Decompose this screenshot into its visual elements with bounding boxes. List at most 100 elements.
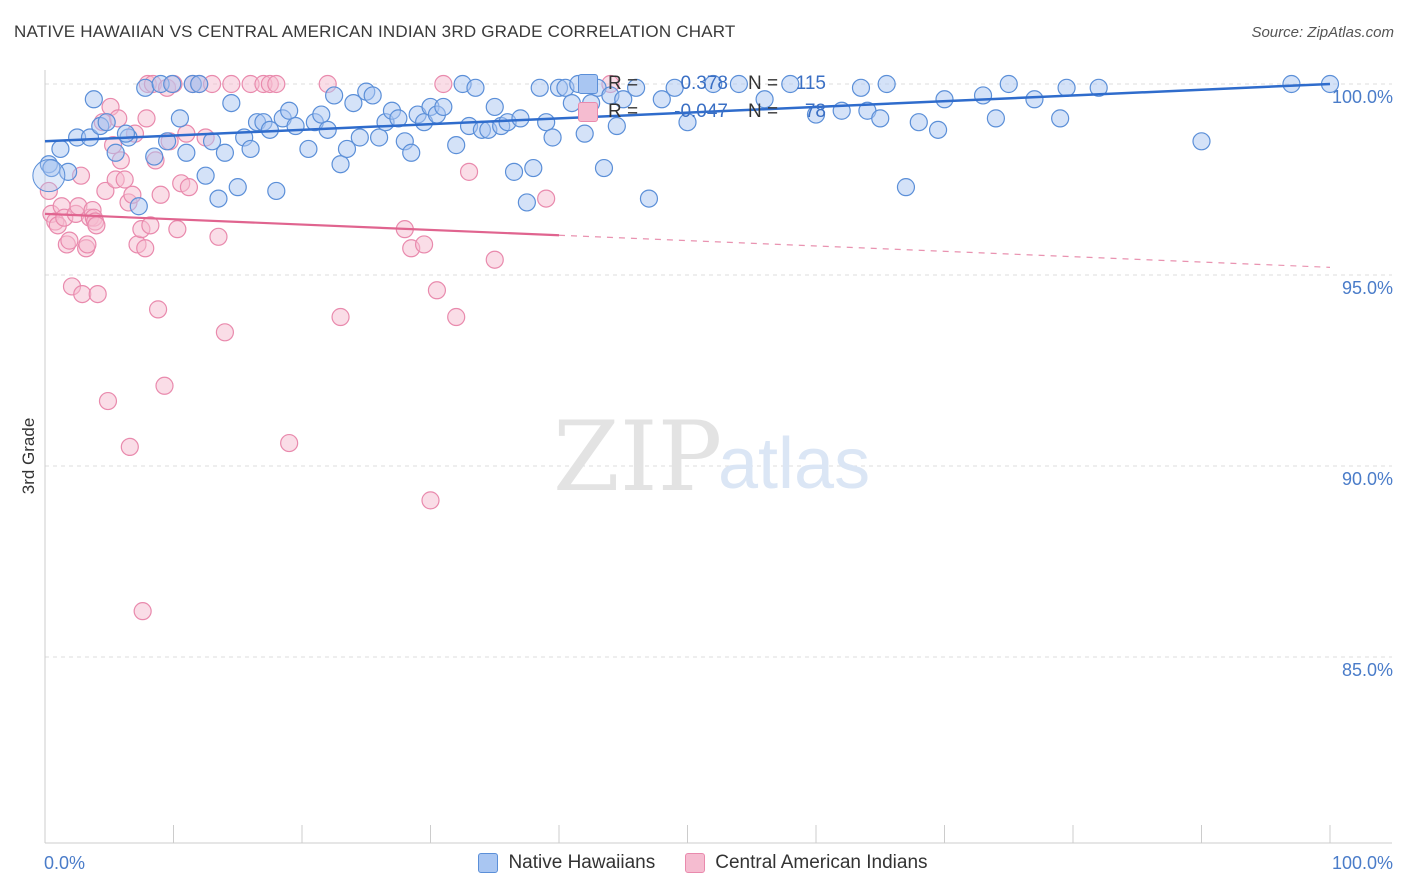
- point-central-american-indians: [73, 285, 92, 304]
- point-native-hawaiians: [537, 113, 556, 132]
- point-native-hawaiians: [286, 116, 305, 136]
- point-native-hawaiians: [1025, 90, 1044, 109]
- point-native-hawaiians-large: [32, 159, 66, 193]
- point-native-hawaiians: [1192, 132, 1211, 151]
- point-central-american-indians: [151, 185, 170, 204]
- point-central-american-indians: [98, 391, 118, 411]
- point-central-american-indians: [222, 74, 241, 94]
- trend-line-central-american-indians: [44, 212, 560, 237]
- point-native-hawaiians: [370, 128, 389, 147]
- axes: [44, 70, 1392, 844]
- point-central-american-indians: [459, 162, 479, 181]
- point-native-hawaiians: [434, 97, 453, 117]
- point-central-american-indians: [331, 307, 350, 327]
- point-native-hawaiians: [530, 78, 549, 97]
- point-central-american-indians: [485, 250, 504, 269]
- point-central-american-indians: [179, 178, 199, 197]
- legend-label-native-hawaiians: Native Hawaiians: [508, 852, 656, 873]
- point-central-american-indians: [537, 189, 556, 208]
- point-central-american-indians: [447, 307, 466, 327]
- stats-n-label-blue: N =: [748, 73, 779, 94]
- point-native-hawaiians: [485, 97, 504, 117]
- point-native-hawaiians: [575, 124, 594, 143]
- stats-swatch-pink: [578, 102, 598, 122]
- point-native-hawaiians: [729, 74, 749, 94]
- point-central-american-indians: [414, 235, 434, 254]
- point-native-hawaiians: [228, 178, 247, 197]
- point-native-hawaiians: [999, 74, 1018, 94]
- point-native-hawaiians: [511, 109, 530, 128]
- point-native-hawaiians: [871, 109, 890, 128]
- x-tick-label: 100.0%: [1332, 853, 1393, 873]
- point-native-hawaiians: [129, 197, 148, 216]
- point-central-american-indians: [120, 437, 139, 456]
- stats-r-label-pink: R =: [608, 101, 639, 122]
- point-native-hawaiians: [909, 113, 928, 132]
- stats-n-value-blue: 115: [795, 73, 826, 94]
- trend-line-native-hawaiians: [44, 82, 1331, 143]
- point-native-hawaiians: [51, 139, 70, 159]
- series-central-american-indians: [39, 74, 620, 621]
- point-central-american-indians: [96, 181, 115, 201]
- stats-row-blue: R = 0.378 N = 115: [568, 70, 826, 98]
- point-native-hawaiians: [280, 101, 299, 120]
- point-native-hawaiians: [196, 166, 215, 185]
- point-central-american-indians: [427, 281, 447, 300]
- legend: Native Hawaiians Central American Indian…: [0, 852, 1406, 874]
- point-native-hawaiians: [466, 78, 485, 97]
- chart-title: NATIVE HAWAIIAN VS CENTRAL AMERICAN INDI…: [14, 22, 736, 41]
- stats-box: R = 0.378 N = 115 R = -0.047 N = 78: [568, 68, 830, 128]
- point-central-american-indians: [136, 239, 155, 258]
- point-native-hawaiians: [116, 124, 136, 143]
- point-native-hawaiians: [639, 189, 659, 208]
- point-native-hawaiians: [331, 155, 350, 174]
- point-native-hawaiians: [163, 74, 182, 94]
- trend-lines: [44, 82, 1331, 268]
- point-native-hawaiians: [1051, 109, 1070, 128]
- point-native-hawaiians: [524, 158, 543, 178]
- stats-r-value-pink: -0.047: [674, 101, 728, 122]
- point-central-american-indians: [137, 109, 156, 128]
- point-native-hawaiians: [190, 74, 209, 94]
- point-native-hawaiians: [594, 158, 614, 178]
- point-central-american-indians: [141, 216, 160, 235]
- point-native-hawaiians: [928, 120, 948, 139]
- point-native-hawaiians: [781, 74, 800, 94]
- point-native-hawaiians: [59, 162, 78, 181]
- point-native-hawaiians: [896, 178, 916, 197]
- point-native-hawaiians: [402, 143, 421, 162]
- point-central-american-indians: [168, 220, 187, 239]
- point-native-hawaiians: [614, 90, 633, 109]
- watermark-zip: ZIP: [553, 401, 722, 513]
- legend-swatch-blue: [478, 853, 499, 873]
- point-central-american-indians: [215, 323, 234, 342]
- point-central-american-indians: [421, 491, 440, 510]
- point-native-hawaiians: [704, 74, 723, 94]
- point-native-hawaiians: [177, 143, 196, 162]
- point-central-american-indians: [78, 235, 97, 254]
- point-native-hawaiians: [447, 136, 466, 155]
- stats-n-value-pink: 78: [804, 101, 826, 122]
- gridlines: [45, 83, 1392, 658]
- y-tick-label: 100.0%: [1332, 87, 1393, 107]
- point-native-hawaiians: [1089, 78, 1108, 97]
- legend-label-central-american-indians: Central American Indians: [715, 852, 928, 873]
- point-native-hawaiians: [97, 113, 116, 132]
- point-central-american-indians: [39, 181, 58, 201]
- legend-item-central-american-indians: Central American Indians: [685, 852, 928, 874]
- legend-item-native-hawaiians: Native Hawaiians: [478, 852, 655, 874]
- point-native-hawaiians: [665, 78, 684, 97]
- point-native-hawaiians: [389, 109, 408, 128]
- point-native-hawaiians: [543, 128, 562, 147]
- point-native-hawaiians: [136, 78, 155, 97]
- point-central-american-indians: [87, 216, 106, 235]
- y-tick-label: 95.0%: [1342, 278, 1393, 298]
- x-tick-label: 0.0%: [44, 853, 85, 873]
- point-native-hawaiians: [84, 90, 103, 109]
- point-native-hawaiians: [344, 93, 363, 113]
- point-central-american-indians: [148, 300, 168, 319]
- point-native-hawaiians: [851, 78, 871, 97]
- point-native-hawaiians: [363, 86, 382, 105]
- point-native-hawaiians: [145, 147, 164, 166]
